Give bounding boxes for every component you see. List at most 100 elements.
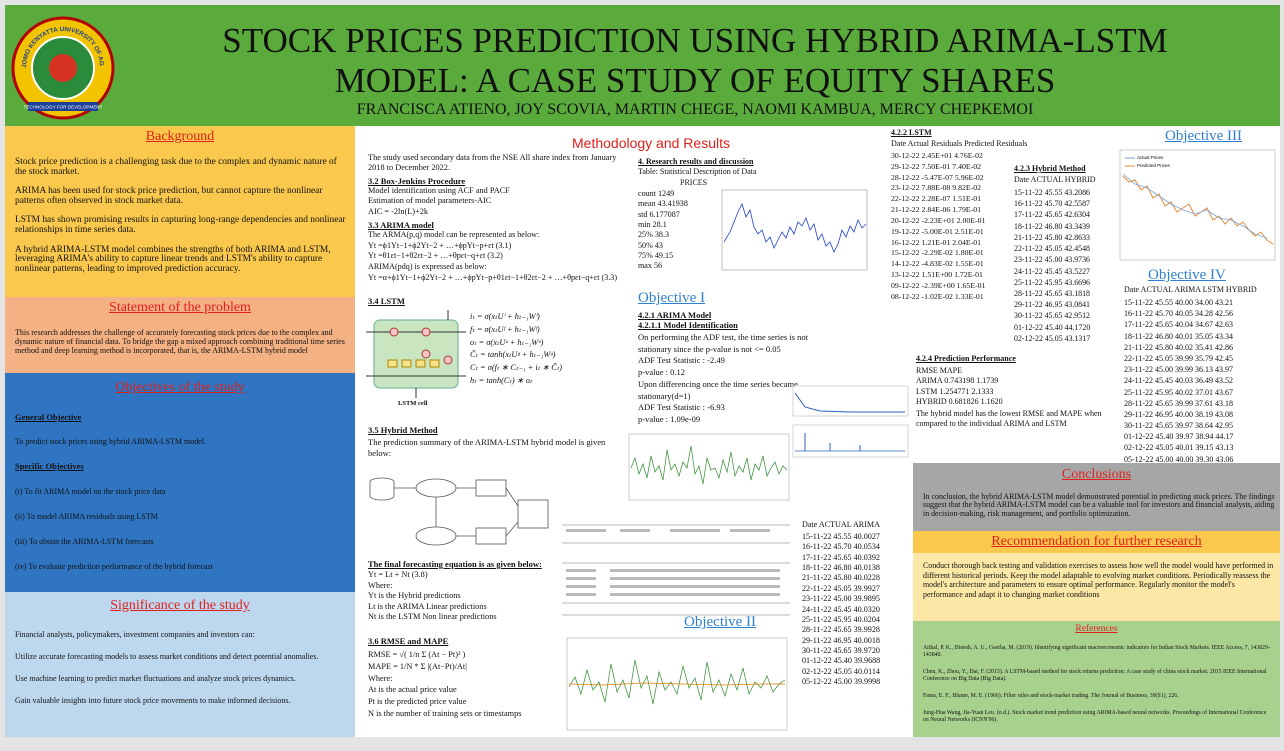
caption: Table: Statistical Description of Data (638, 167, 757, 176)
differenced-plot (628, 433, 790, 501)
table-row: 18-11-22 46.80 43.3439 (1014, 221, 1090, 231)
paragraphs: Stock price prediction is a challenging … (15, 157, 350, 284)
stat: std 6.177087 (638, 209, 680, 219)
table-row: 20-12-22 -2.23E+01 2.00E-01 (891, 215, 986, 225)
forecast-plot: Actual Prices Predicted Prices (1119, 149, 1276, 261)
line: p-value : 0.12 (638, 367, 685, 378)
line: Where: (368, 673, 393, 683)
subheading: 3.6 RMSE and MAPE (368, 636, 449, 646)
objective: (ii) To model ARIMA residuals using LSTM (15, 511, 158, 521)
table-row: 21-12-22 2.84E-06 1.79E-01 (891, 205, 982, 215)
subheading: 4.2.3 Hybrid Method (1014, 164, 1086, 173)
hybrid-diagram (369, 477, 549, 546)
table: 30-12-22 2.45E+01 4.76E-02 29-12-22 7.50E… (891, 151, 1011, 303)
line: Yt =α+ϕ1Yt−1+ϕ2Yt−2 + …+ϕpYt−p+θ1εt−1+θ2… (368, 272, 618, 282)
line: Lt is the ARIMA Linear predictions (368, 601, 487, 611)
table-row: 02-12-22 45.05 40.01 39.15 43.13 (1124, 443, 1234, 453)
line: N is the number of training sets or time… (368, 708, 522, 718)
equation: hₜ = tanh(Cₜ) ∗ oₜ (470, 375, 533, 385)
paragraph: The prediction summary of the ARIMA-LSTM… (368, 437, 606, 459)
line: ARIMA(pdq) is expressed as below: (368, 262, 487, 272)
table: 15-11-22 45.55 40.0027 16-11-22 45.70 40.… (802, 532, 910, 687)
table-header: Date ACTUAL HYBRID (1014, 175, 1096, 184)
lstm-diagram (366, 310, 466, 398)
stat: max 56 (638, 261, 663, 271)
table-row: 24-11-22 45.45 40.0320 (802, 604, 880, 614)
table-row: 29-11-22 46.95 43.0841 (1014, 300, 1090, 310)
table-row: 22-11-22 45.05 39.99 35.79 42.45 (1124, 353, 1234, 363)
subheading: General Objective (15, 412, 82, 422)
table-row: 30-12-22 2.45E+01 4.76E-02 (891, 151, 983, 160)
line: The ARMA(p,q) model can be represented a… (368, 230, 540, 239)
table-row: 05-12-22 45.00 39.9998 (802, 677, 881, 687)
table-row: 15-11-22 45.55 43.2086 (1014, 188, 1090, 197)
table-row: 16-11-22 45.70 40.0534 (802, 542, 880, 552)
table-row: 15-12-22 -2.29E-02 1.80E-01 (891, 248, 984, 258)
paragraph: The study used secondary data from the N… (368, 153, 617, 172)
conclusions-panel: Conclusions In conclusion, the hybrid AR… (913, 463, 1280, 531)
objective: (iii) To obtain the ARIMA-LSTM forecasts (15, 536, 154, 546)
subheading: 3.5 Hybrid Method (368, 425, 438, 435)
statement-panel: Statement of the problem This research a… (5, 297, 355, 373)
heading: Objective III (1165, 128, 1243, 144)
paragraphs: Financial analysts, policymakers, invest… (15, 630, 345, 718)
equation: C̃ₜ = tanh(xₜUᵍ + hₜ₋₁Wᵍ) (470, 350, 556, 360)
line: HYBRID 0.681826 1.1620 (916, 397, 1003, 407)
legend-label: Predicted Prices (1137, 163, 1171, 168)
paragraph: Gain valuable insights into future stock… (15, 696, 291, 705)
lines: The ARMA(p,q) model can be represented a… (368, 230, 630, 284)
subheading: 4.2.1.1 Model Identification (638, 320, 738, 330)
line: At is the actual price value (368, 685, 457, 695)
paragraph: This research addresses the challenge of… (15, 328, 345, 355)
table-row: 18-11-22 46.80 40.01 35.05 43.34 (1124, 331, 1234, 341)
equation: Cₜ = σ(fₜ ∗ Cₜ₋₁ + iₜ ∗ C̃ₜ) (470, 363, 563, 373)
table-row: 01-12-22 45.40 44.1720 (1014, 322, 1091, 332)
heading-band (913, 531, 1280, 553)
paragraph: The hybrid model has the lowest RMSE and… (916, 409, 1102, 429)
lines: RMSE = √( 1/n Σ (At − Pt)² ) MAPE = 1/N *… (368, 650, 568, 721)
reference: Fama, E. F., Blume, M. E. (1966). Filter… (923, 692, 1179, 699)
heading: Objectives of the study (115, 380, 245, 395)
stat: min 28.1 (638, 220, 667, 230)
heading: Conclusions (1061, 467, 1132, 482)
table-row: 01-12-22 45.40 39.97 38.94 44.17 (1124, 432, 1234, 442)
table-row: 23-11-22 45.00 43.9736 (1014, 255, 1090, 265)
stat: count 1249 (638, 189, 675, 198)
paragraph: To predict stock prices using hybrid ARI… (15, 437, 206, 446)
table-row: 25-11-22 45.95 40.02 37.01 43.67 (1124, 387, 1234, 397)
heading: Objective I (638, 290, 706, 306)
table-row: 15-11-22 45.55 40.0027 (802, 532, 880, 541)
table-row: 02-12-22 45.05 43.1317 (1014, 333, 1091, 343)
lines: Yt = Lt + Nt (3.8) Where: Yt is the Hybrid… (368, 570, 568, 623)
equations: iₜ = σ(xₜUⁱ + hₜ₋₁Wⁱ) fₜ = σ(xₜUᶠ + hₜ₋₁W… (470, 312, 630, 389)
lines: RMSE MAPE ARIMA 0.743198 1.1739 LSTM 1.254… (916, 366, 1036, 408)
table: 15-11-22 45.55 43.2086 16-11-22 45.70 42.… (1014, 187, 1114, 344)
recommendation-panel: Recommendation for further research Cond… (913, 531, 1280, 621)
line: Where: (368, 580, 393, 590)
table-row: 16-11-22 45.70 42.5587 (1014, 199, 1090, 209)
stat: 75% 49.15 (638, 251, 674, 261)
reference-list: Aithal, P. K., Dinesh, A. U., Geetha, M.… (923, 645, 1273, 734)
table-row: 29-12-22 7.50E-01 7.40E-02 (891, 161, 982, 171)
line: ADF Test Statistic : -6.93 (638, 402, 725, 413)
table-row: 30-11-22 45.65 39.97 38.64 42.95 (1124, 421, 1234, 431)
table-row: 22-12-22 2.28E-07 1.51E-01 (891, 194, 982, 204)
table-row: 01-12-22 45.40 39.9688 (802, 656, 881, 666)
arima-plot (566, 637, 788, 731)
table-row: 15-11-22 45.55 40.00 34.00 43.21 (1124, 298, 1234, 307)
objectives-panel: Objectives of the study General Objectiv… (5, 373, 355, 592)
line: Estimation of model parameters-AIC (368, 196, 492, 206)
table-row: 14-12-22 -4.83E-02 1.55E-01 (891, 259, 984, 269)
table-row: 21-11-22 45.80 40.0228 (802, 573, 880, 583)
paragraph: A hybrid ARIMA-LSTM model combines the s… (15, 244, 331, 274)
table-row: 30-11-22 45.65 42.9512 (1014, 311, 1090, 321)
title-line: MODEL: A CASE STUDY OF EQUITY SHARES (334, 61, 1056, 100)
stat: mean 43.41938 (638, 199, 688, 209)
line: Nt is the LSTM Non linear predictions (368, 612, 497, 622)
legend-label: Actual Prices (1137, 155, 1164, 160)
title-line: STOCK PRICES PREDICTION USING HYBRID ARI… (222, 21, 1168, 60)
table-row: 28-11-22 45.65 39.9928 (802, 625, 880, 635)
line: Yt =θ1εt−1+θ2εt−2 + …+θpεt−q+εt (3.2) (368, 251, 503, 261)
heading: Objective II (684, 614, 757, 630)
